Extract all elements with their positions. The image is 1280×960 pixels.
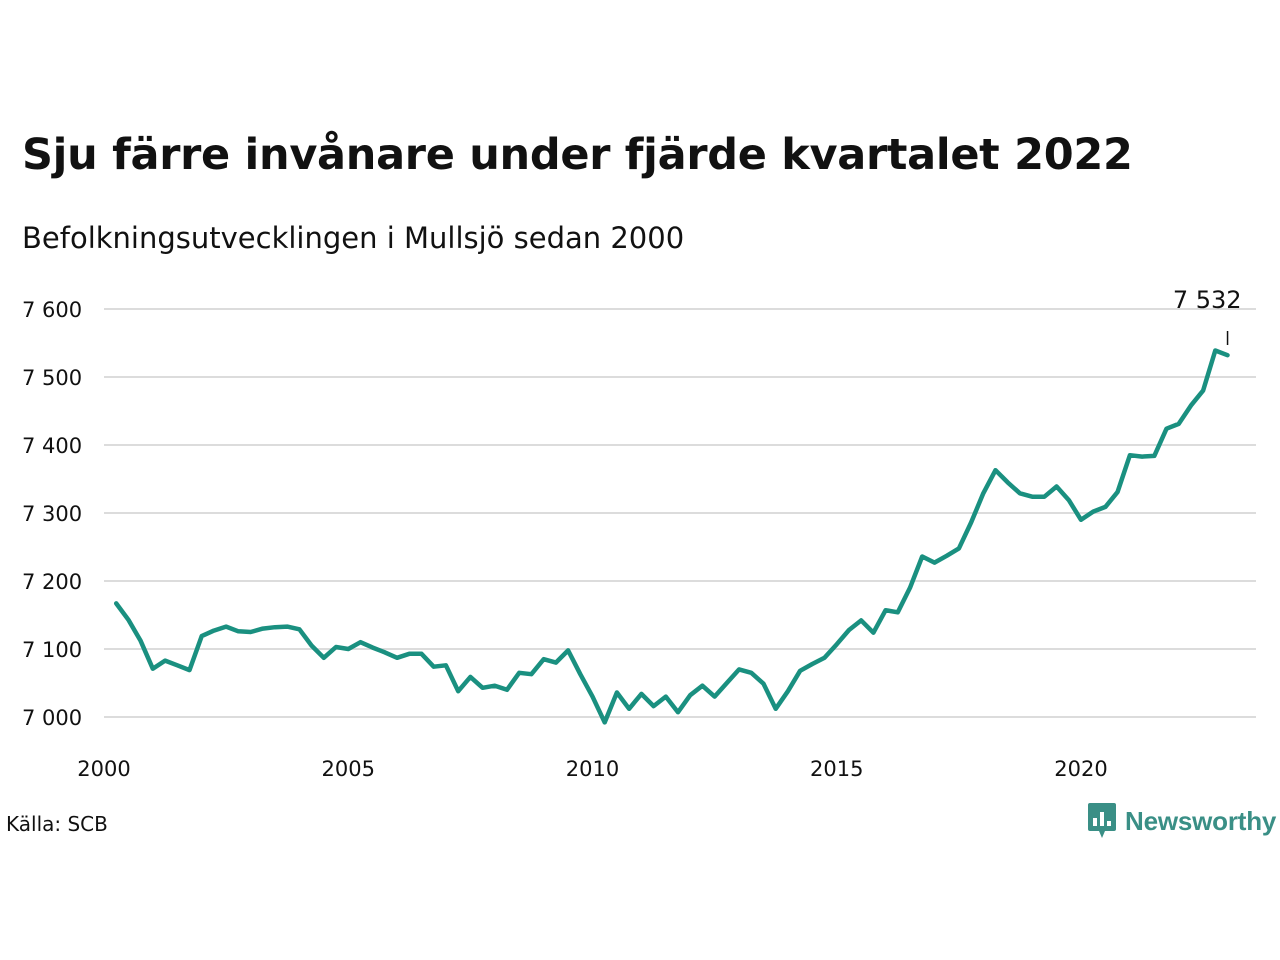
annotation-group: 7 532 xyxy=(1173,286,1242,345)
y-tick-label: 7 100 xyxy=(22,638,82,662)
source-note: Källa: SCB xyxy=(6,812,108,836)
x-tick-label: 2015 xyxy=(810,757,863,781)
chart-subtitle: Befolkningsutvecklingen i Mullsjö sedan … xyxy=(22,221,685,255)
y-tick-label: 7 400 xyxy=(22,434,82,458)
chart-title: Sju färre invånare under fjärde kvartale… xyxy=(22,130,1133,180)
y-tick-label: 7 000 xyxy=(22,706,82,730)
series-group xyxy=(113,348,1230,725)
newsworthy-logo-icon xyxy=(1088,803,1116,838)
x-tick-label: 2005 xyxy=(322,757,375,781)
annotation-label: 7 532 xyxy=(1173,286,1242,314)
y-tick-label: 7 300 xyxy=(22,502,82,526)
gridlines xyxy=(104,308,1256,718)
y-axis-tick-labels: 7 000 7 100 7 200 7 300 7 400 7 500 7 600 xyxy=(22,298,82,730)
x-tick-label: 2000 xyxy=(77,757,130,781)
x-tick-label: 2020 xyxy=(1054,757,1107,781)
y-tick-label: 7 600 xyxy=(22,298,82,322)
y-tick-label: 7 500 xyxy=(22,366,82,390)
brand-name: Newsworthy xyxy=(1125,805,1277,836)
series-line xyxy=(113,348,1230,725)
brand-logo: Newsworthy xyxy=(1088,803,1276,839)
x-axis-tick-labels: 2000 2005 2010 2015 2020 xyxy=(77,757,1107,781)
x-tick-label: 2010 xyxy=(566,757,619,781)
y-tick-label: 7 200 xyxy=(22,570,82,594)
